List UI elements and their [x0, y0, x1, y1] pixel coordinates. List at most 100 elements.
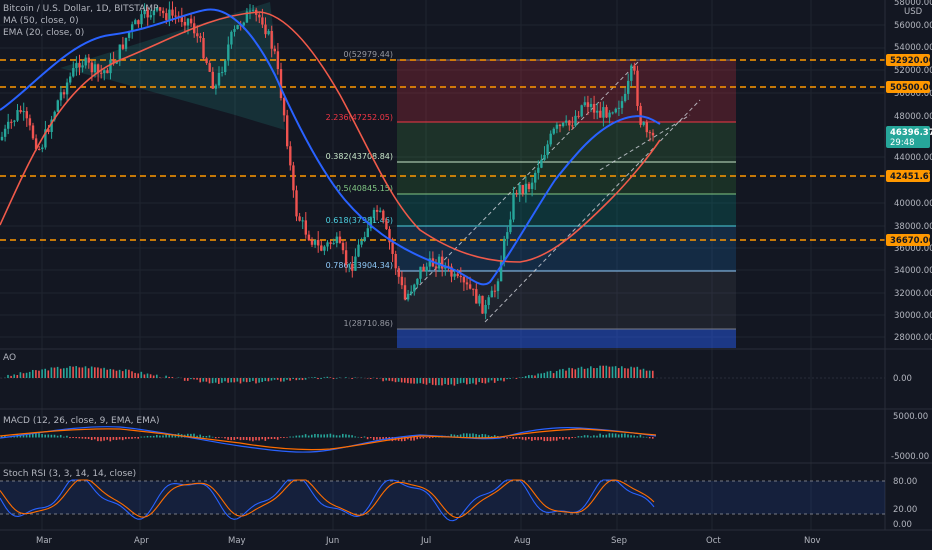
candle-body	[81, 65, 84, 68]
candle-body	[589, 103, 593, 107]
macd-bar	[156, 434, 158, 438]
ma-50-line[interactable]	[0, 11, 661, 263]
candle-body	[623, 93, 627, 102]
macd-bar	[617, 434, 620, 438]
macd-bar	[1, 436, 3, 438]
macd-bar	[487, 435, 490, 438]
time-axis[interactable]: Mar Apr May Jun Jul Aug Sep Oct Nov	[36, 536, 821, 546]
candle-body	[202, 37, 205, 59]
ao-bar	[500, 378, 502, 381]
candle-body	[165, 13, 168, 21]
macd-bar	[69, 437, 71, 439]
ao-bar	[416, 378, 418, 384]
support-resistance-levels[interactable]	[0, 59, 885, 241]
macd-bar	[314, 433, 316, 438]
ao-bar	[211, 378, 214, 384]
macd-bar	[53, 434, 56, 438]
ao-bar	[552, 373, 555, 378]
candle-body	[292, 165, 295, 191]
macd-bar	[152, 435, 155, 438]
ao-bar	[431, 378, 434, 385]
svg-text:-5000.00: -5000.00	[891, 452, 929, 462]
candle-body	[596, 110, 599, 113]
svg-text:0.00: 0.00	[893, 520, 912, 530]
macd-bar	[292, 436, 294, 438]
candle-body	[410, 291, 413, 294]
ao-bar	[428, 378, 431, 384]
ao-bar	[283, 378, 285, 382]
candle-body	[140, 14, 143, 25]
candle-body	[171, 9, 174, 16]
macd-bar	[419, 437, 422, 439]
ao-bar	[295, 378, 298, 381]
candle-body	[162, 10, 165, 14]
candle-body	[602, 107, 605, 118]
macd-bar	[493, 435, 496, 438]
macd-bar	[552, 437, 555, 441]
ao-bar	[329, 377, 332, 378]
svg-text:0.00: 0.00	[893, 374, 912, 384]
candle-body	[413, 284, 416, 292]
svg-text:Jun: Jun	[325, 536, 339, 546]
macd-bar	[608, 433, 611, 438]
ao-bar	[233, 378, 236, 383]
candle-body	[208, 63, 211, 72]
ao-bar	[159, 377, 161, 378]
candle-body	[521, 184, 524, 194]
ao-bar	[456, 378, 459, 385]
ao-bar	[289, 378, 291, 381]
ao-bar	[404, 378, 406, 383]
horizontal-grid	[0, 24, 885, 338]
ao-bar	[410, 378, 412, 384]
svg-text:Jul: Jul	[420, 536, 431, 546]
stoch-rsi-panel[interactable]: Stoch RSI (3, 3, 14, 14, close)	[0, 469, 885, 522]
candle-body	[552, 128, 555, 134]
macd-bar	[379, 437, 381, 440]
triangle-pattern[interactable]	[60, 2, 285, 130]
ao-bar	[466, 378, 468, 385]
ao-bar	[642, 368, 645, 378]
macd-bar	[214, 437, 217, 439]
macd-bar	[311, 434, 313, 438]
ao-bar	[25, 372, 28, 378]
ema-20-line[interactable]	[0, 8, 661, 286]
macd-bar	[478, 434, 480, 438]
price-axis[interactable]: USD 58000.00 56000.00 54000.00 52000.00 …	[894, 0, 932, 343]
ao-bar	[614, 366, 617, 378]
fibonacci-retracement[interactable]	[397, 59, 736, 348]
candle-body	[90, 62, 94, 73]
ao-bar	[555, 370, 558, 378]
candle-body	[388, 229, 391, 243]
ao-panel[interactable]: AO	[0, 353, 885, 386]
macd-bar	[276, 437, 279, 440]
ao-bar	[472, 378, 474, 384]
macd-bar	[118, 437, 121, 440]
ao-bar	[484, 378, 487, 384]
candlestick-series[interactable]	[0, 1, 655, 320]
ma-legend: MA (50, close, 0)	[3, 16, 79, 26]
candle-body	[13, 120, 16, 122]
ao-bar	[602, 365, 604, 378]
candle-body	[286, 115, 289, 147]
macd-panel[interactable]: MACD (12, 26, close, 9, EMA, EMA)	[0, 416, 657, 453]
macd-bar	[524, 437, 527, 441]
ao-bar	[236, 378, 239, 382]
candle-body	[267, 30, 270, 35]
macd-bar	[431, 437, 434, 438]
ao-bar	[549, 370, 552, 378]
trend-channel[interactable]	[404, 59, 701, 323]
ao-bar	[298, 378, 301, 380]
macd-bar	[466, 433, 468, 438]
ao-bar	[388, 378, 391, 381]
candle-body	[112, 59, 115, 64]
candle-body	[506, 232, 509, 239]
candle-body	[310, 240, 314, 245]
ao-bar	[81, 367, 84, 378]
candle-body	[34, 138, 38, 149]
macd-bar	[28, 434, 31, 438]
ao-bar	[475, 378, 477, 385]
candle-body	[220, 72, 224, 74]
candle-body	[146, 9, 149, 18]
macd-bar	[503, 437, 505, 439]
